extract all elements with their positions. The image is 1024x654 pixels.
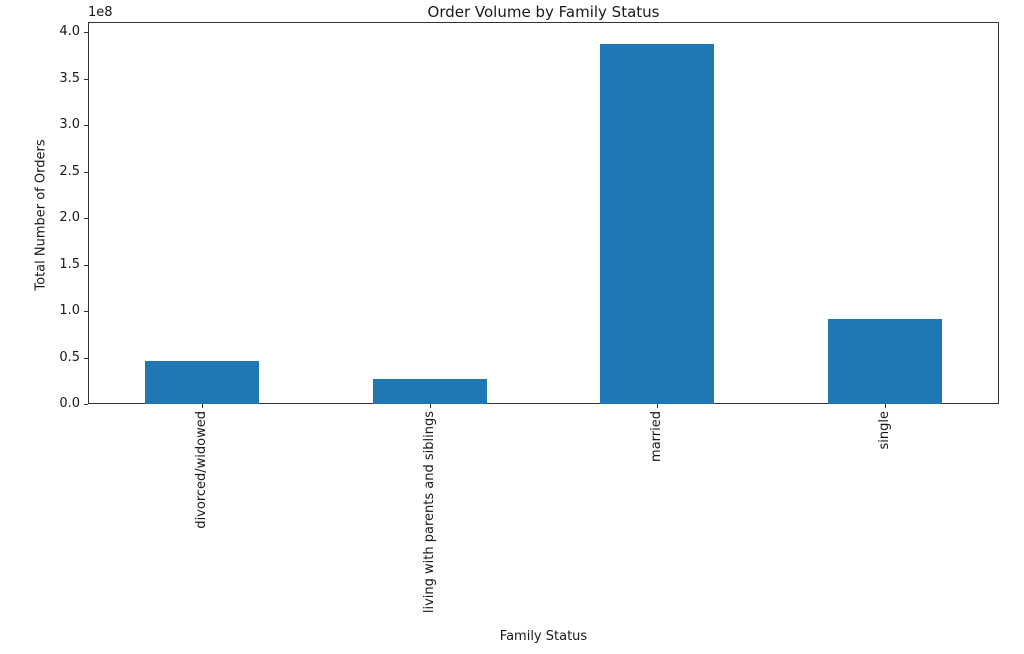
bar [144,360,259,404]
x-axis-label: Family Status [499,629,588,644]
y-tick-label: 0.5 [59,349,80,365]
y-tick-mark [84,311,88,313]
x-tick-mark [429,404,431,408]
x-tick-mark [885,404,887,408]
x-tick-mark [201,404,203,408]
chart-title: Order Volume by Family Status [427,3,660,21]
y-tick-mark [84,78,88,80]
y-tick-mark [84,32,88,34]
y-tick-label: 4.0 [59,24,80,40]
x-tick-label: living with parents and siblings [421,411,437,614]
x-tick-label: single [877,411,893,450]
y-axis-offset-text: 1e8 [88,5,113,20]
bar [600,43,715,404]
y-tick-label: 3.0 [59,117,80,133]
y-tick-label: 1.5 [59,256,80,272]
y-tick-label: 0.0 [59,396,80,411]
y-tick-mark [84,125,88,127]
y-tick-mark [84,357,88,359]
y-tick-mark [84,264,88,266]
y-tick-mark [84,171,88,173]
y-tick-label: 1.0 [59,303,80,319]
y-tick-mark [84,218,88,220]
y-tick-label: 2.0 [59,210,80,226]
bar [372,379,487,404]
y-tick-label: 2.5 [59,163,80,179]
y-tick-mark [84,404,88,405]
x-tick-label: married [649,411,665,462]
x-tick-mark [657,404,659,408]
bar [828,318,943,404]
y-tick-label: 3.5 [59,70,80,86]
x-tick-label: divorced/widowed [193,411,209,529]
